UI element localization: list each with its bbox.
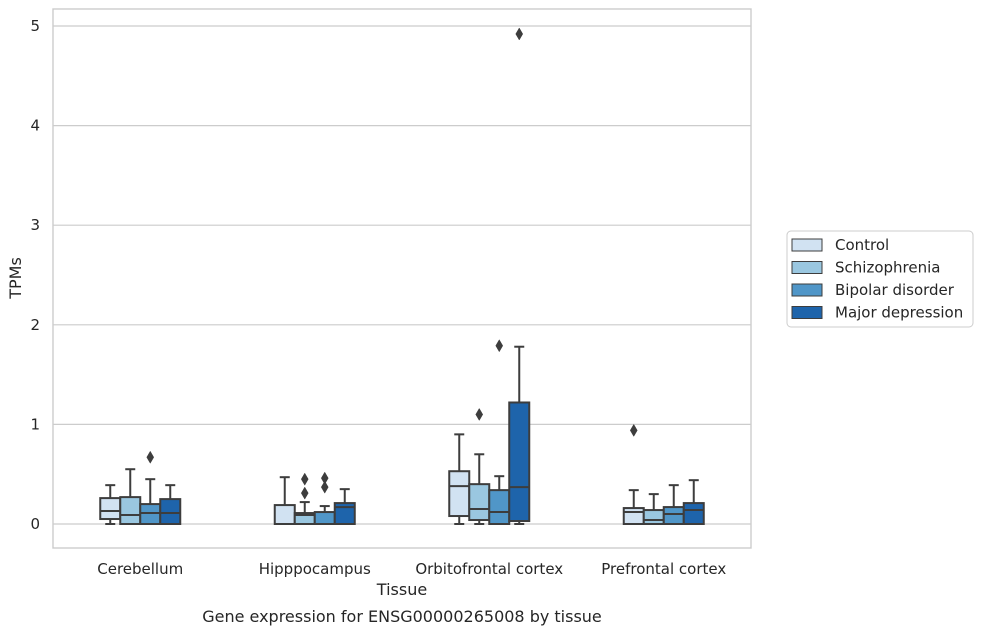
box [662, 506, 685, 525]
box [682, 502, 705, 526]
box-group [119, 468, 142, 526]
box-group [622, 423, 645, 525]
outlier-point [146, 450, 155, 464]
plot-border [52, 8, 752, 549]
legend-label: Control [835, 236, 889, 254]
x-tick-label: Prefrontal cortex [601, 560, 726, 578]
legend-swatch [791, 306, 823, 319]
box [99, 497, 122, 521]
legend-frame [786, 230, 974, 328]
box [508, 401, 531, 523]
legend-swatch [791, 261, 823, 274]
legend-swatch [791, 283, 823, 297]
outlier-point [475, 407, 484, 421]
chart-caption: Gene expression for ENSG00000265008 by t… [202, 607, 602, 626]
x-tick-label: Hipppocampus [259, 560, 371, 578]
box-group [99, 484, 122, 525]
legend-label: Bipolar disorder [835, 281, 955, 299]
box-group [159, 484, 182, 526]
box [159, 498, 182, 526]
box [488, 489, 511, 525]
legend-item: Schizophrenia [791, 259, 940, 277]
legend: Control Schizophrenia Bipolar disorder Majo… [786, 230, 974, 328]
y-tick-label: 4 [30, 117, 40, 135]
box [448, 470, 471, 518]
box-group [488, 339, 511, 525]
x-tick-label: Cerebellum [97, 560, 183, 578]
outlier-point [300, 472, 309, 486]
box-group [682, 479, 705, 526]
box [119, 496, 142, 526]
legend-item: Bipolar disorder [791, 281, 955, 299]
legend-label: Schizophrenia [835, 259, 940, 277]
box [313, 511, 336, 525]
outlier-point [495, 339, 504, 353]
outlier-point [629, 423, 638, 437]
box [468, 483, 491, 522]
box [333, 502, 356, 526]
box-group [642, 493, 665, 525]
legend-label: Major depression [835, 304, 963, 322]
x-axis-label: Tissue [376, 580, 427, 599]
legend-item: Control [791, 236, 889, 254]
box [622, 507, 645, 525]
y-tick-label: 3 [30, 216, 40, 234]
box [273, 504, 296, 525]
outlier-point [515, 27, 524, 41]
box [642, 509, 665, 525]
y-tick-label: 0 [30, 515, 40, 533]
plot-frame [52, 8, 752, 549]
y-tick-labels: 0 1 2 3 4 5 [30, 17, 40, 533]
box-group [293, 472, 316, 526]
outlier-point [320, 480, 329, 494]
y-tick-label: 1 [30, 415, 40, 433]
box-group [508, 27, 531, 525]
outlier-point [300, 486, 309, 500]
box-group [273, 476, 296, 525]
legend-item: Major depression [791, 304, 963, 322]
box-group [448, 433, 471, 525]
box-group [313, 471, 336, 525]
y-tick-label: 2 [30, 316, 40, 334]
y-axis-label: TPMs [6, 257, 25, 300]
box-plot-marks [99, 27, 705, 526]
x-tick-labels: Cerebellum Hipppocampus Orbitofrontal cort… [97, 560, 726, 578]
box-group [468, 407, 491, 525]
outlier-point [320, 471, 329, 485]
y-tick-label: 5 [30, 17, 40, 35]
box-group [662, 484, 685, 525]
box-group [139, 450, 162, 525]
legend-swatch [791, 238, 823, 252]
x-tick-label: Orbitofrontal cortex [415, 560, 563, 578]
gridlines [53, 25, 751, 525]
box-group [333, 488, 356, 526]
